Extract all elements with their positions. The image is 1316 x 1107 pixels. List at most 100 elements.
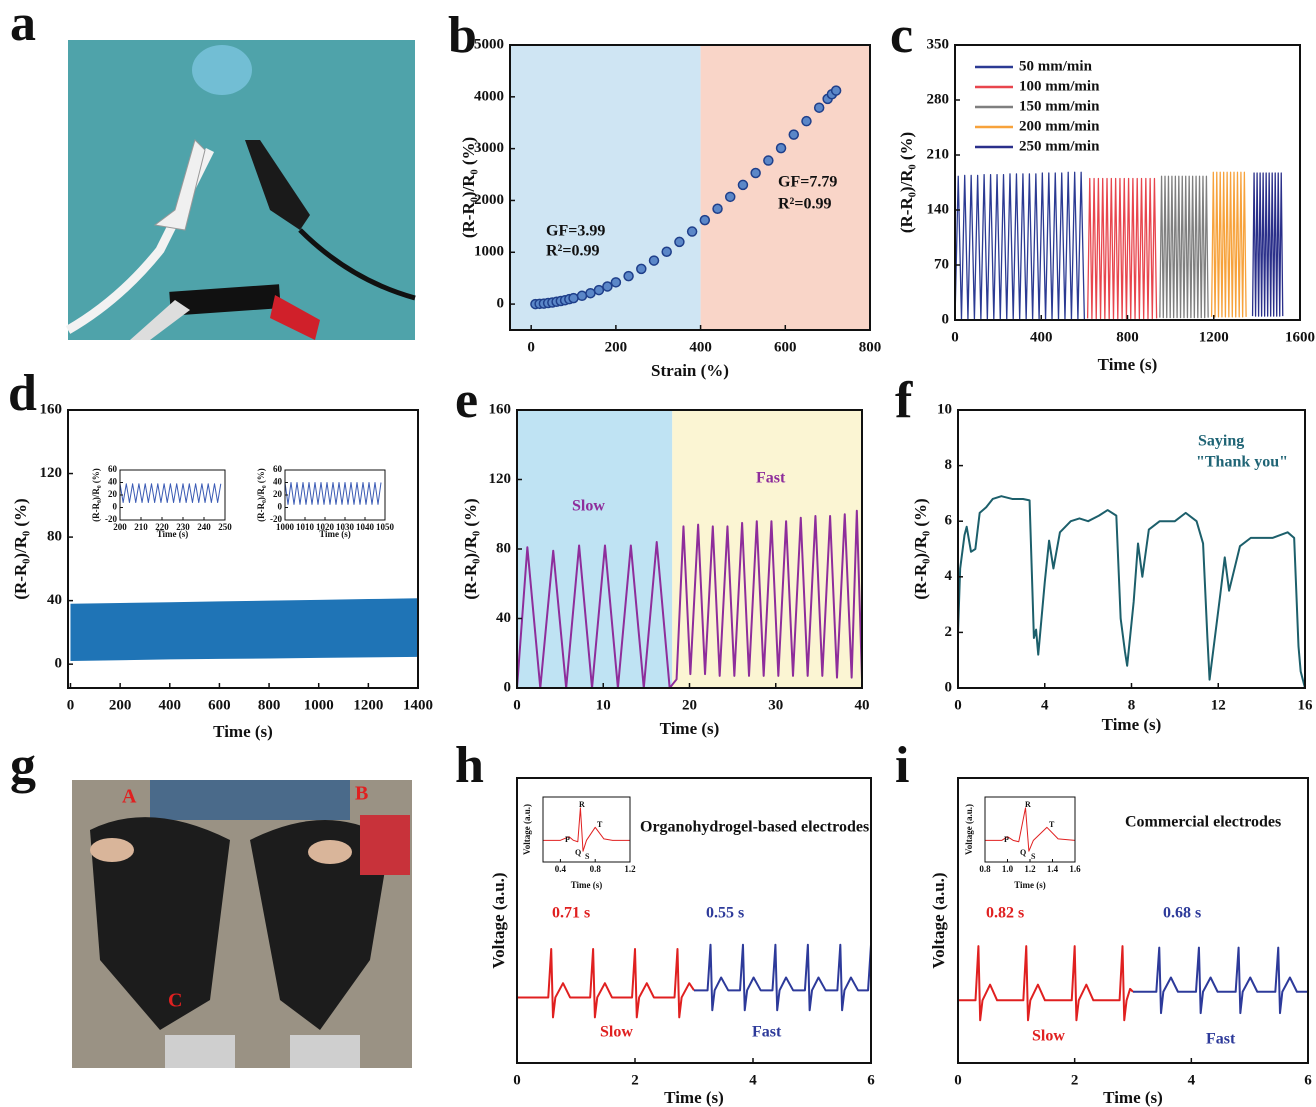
y-axis-label: Voltage (a.u.) [489, 872, 508, 968]
x-tick-label: 1400 [403, 697, 433, 713]
y-axis-label: (R-R₀)/R₀ (%) [911, 498, 930, 599]
figure: a g A B C 020040060080001000200030004000… [0, 0, 1316, 1107]
annotation: R [1025, 800, 1031, 809]
x-tick-label: 200 [109, 697, 132, 713]
y-axis-label: Voltage (a.u.) [929, 872, 948, 968]
data-point [662, 247, 671, 256]
x-tick-label: 240 [197, 522, 211, 532]
y-tick-label: 4000 [474, 88, 504, 104]
legend-label: 250 mm/min [1019, 138, 1100, 154]
panel-letter: f [895, 372, 913, 429]
data-point [832, 86, 841, 95]
annotation: Q [575, 848, 581, 857]
data-point [764, 156, 773, 165]
x-tick-label: 4 [749, 1072, 757, 1088]
data-point [650, 256, 659, 265]
data-point [611, 278, 620, 287]
y-tick-label: 160 [40, 401, 63, 417]
annotation: Saying [1198, 433, 1244, 450]
annotation: Organohydrogel-based electrodes [640, 819, 869, 836]
x-tick-label: 1000 [304, 697, 334, 713]
x-tick-label: 600 [774, 339, 797, 355]
x-axis-label: Time (s) [1103, 1088, 1163, 1107]
photo-label: C [168, 990, 182, 1012]
plot-background [958, 410, 1305, 688]
x-tick-label: 1.4 [1047, 864, 1059, 874]
x-tick-label: 600 [208, 697, 231, 713]
legend-label: 100 mm/min [1019, 78, 1100, 94]
photo-label: B [355, 783, 368, 805]
annotation: Commercial electrodes [1125, 814, 1281, 831]
region [517, 410, 672, 688]
x-tick-label: 1600 [1285, 329, 1315, 345]
y-tick-label: 80 [47, 529, 62, 545]
y-axis-label: (R-R₀)/R₀ (%) [459, 137, 478, 238]
x-tick-label: 0 [954, 697, 962, 713]
x-tick-label: 0 [527, 339, 535, 355]
x-tick-label: 800 [859, 339, 882, 355]
panel-letter: g [10, 737, 36, 794]
y-tick-label: 280 [927, 91, 950, 107]
annotation: Fast [756, 470, 786, 487]
data-point [569, 294, 578, 303]
annotation: Slow [600, 1024, 633, 1041]
data-point [789, 130, 798, 139]
y-tick-label: 1000 [474, 244, 504, 260]
annotation: GF=3.99 [546, 223, 605, 240]
y-axis-label: (R-R₀)/R₀ (%) [897, 132, 916, 233]
x-tick-label: 0 [513, 697, 521, 713]
annotation: 0.55 s [706, 905, 744, 922]
y-tick-label: 120 [489, 471, 512, 487]
annotation: P [565, 835, 570, 844]
data-point [777, 144, 786, 153]
panel-letter: e [455, 372, 478, 429]
legend-label: 50 mm/min [1019, 58, 1093, 74]
x-tick-label: 0.8 [590, 864, 602, 874]
y-tick-label: 210 [927, 146, 950, 162]
annotation: S [585, 852, 590, 861]
x-tick-label: 250 [218, 522, 232, 532]
x-tick-label: 1.6 [1069, 864, 1081, 874]
x-axis-label: Time (s) [319, 529, 351, 539]
x-tick-label: 0.4 [555, 864, 567, 874]
annotation: R²=0.99 [778, 196, 831, 213]
data-point [586, 289, 595, 298]
y-tick-label: 0 [942, 311, 950, 327]
annotation: Slow [572, 498, 605, 515]
data-point [738, 180, 747, 189]
panel-letter: c [890, 7, 913, 64]
y-tick-label: -20 [105, 514, 117, 524]
y-tick-label: 40 [108, 477, 118, 487]
y-tick-label: 60 [273, 464, 283, 474]
y-tick-label: 60 [108, 464, 118, 474]
data-point [624, 272, 633, 281]
data-point [688, 227, 697, 236]
y-tick-label: 2 [945, 624, 953, 640]
data-band [70, 598, 418, 661]
data-point [603, 282, 612, 291]
annotation: GF=7.79 [778, 174, 837, 191]
x-tick-label: 0 [954, 1072, 962, 1088]
y-tick-label: 10 [937, 401, 952, 417]
x-tick-label: 6 [867, 1072, 875, 1088]
data-point [594, 286, 603, 295]
region [672, 410, 862, 688]
y-axis-label: Voltage (a.u.) [964, 804, 974, 855]
x-tick-label: 1200 [353, 697, 383, 713]
annotation: Fast [752, 1024, 782, 1041]
x-tick-label: 1010 [296, 522, 315, 532]
y-tick-label: 160 [489, 401, 512, 417]
x-tick-label: 1050 [376, 522, 395, 532]
data-point [751, 168, 760, 177]
data-point [802, 117, 811, 126]
panel-letter: i [895, 737, 909, 794]
x-axis-label: Time (s) [157, 529, 189, 539]
y-tick-label: 40 [47, 592, 62, 608]
y-tick-label: 0 [945, 679, 953, 695]
y-tick-label: 0 [497, 296, 505, 312]
y-axis-label: Voltage (a.u.) [522, 804, 532, 855]
x-tick-label: 16 [1298, 697, 1314, 713]
x-tick-label: 12 [1211, 697, 1226, 713]
x-tick-label: 0 [951, 329, 959, 345]
photo-g [72, 780, 412, 1068]
